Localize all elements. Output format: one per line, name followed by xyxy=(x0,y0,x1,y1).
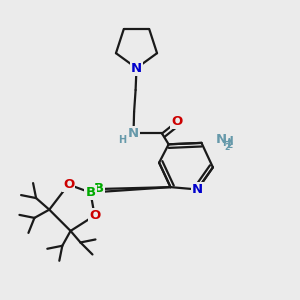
Text: 2: 2 xyxy=(224,142,230,152)
Text: B: B xyxy=(85,186,96,199)
Text: O: O xyxy=(89,209,100,222)
Text: 2: 2 xyxy=(228,139,235,148)
Text: O: O xyxy=(171,115,183,128)
Text: B: B xyxy=(94,182,104,196)
Text: H: H xyxy=(222,139,230,148)
Text: N: N xyxy=(192,183,203,196)
Text: NH: NH xyxy=(217,134,237,147)
Text: 2: 2 xyxy=(226,141,232,150)
Text: N: N xyxy=(128,127,139,140)
Text: O: O xyxy=(63,178,74,191)
Text: H: H xyxy=(118,135,126,145)
Text: N: N xyxy=(131,61,142,75)
Text: NH: NH xyxy=(215,136,235,148)
Text: N: N xyxy=(216,133,227,146)
